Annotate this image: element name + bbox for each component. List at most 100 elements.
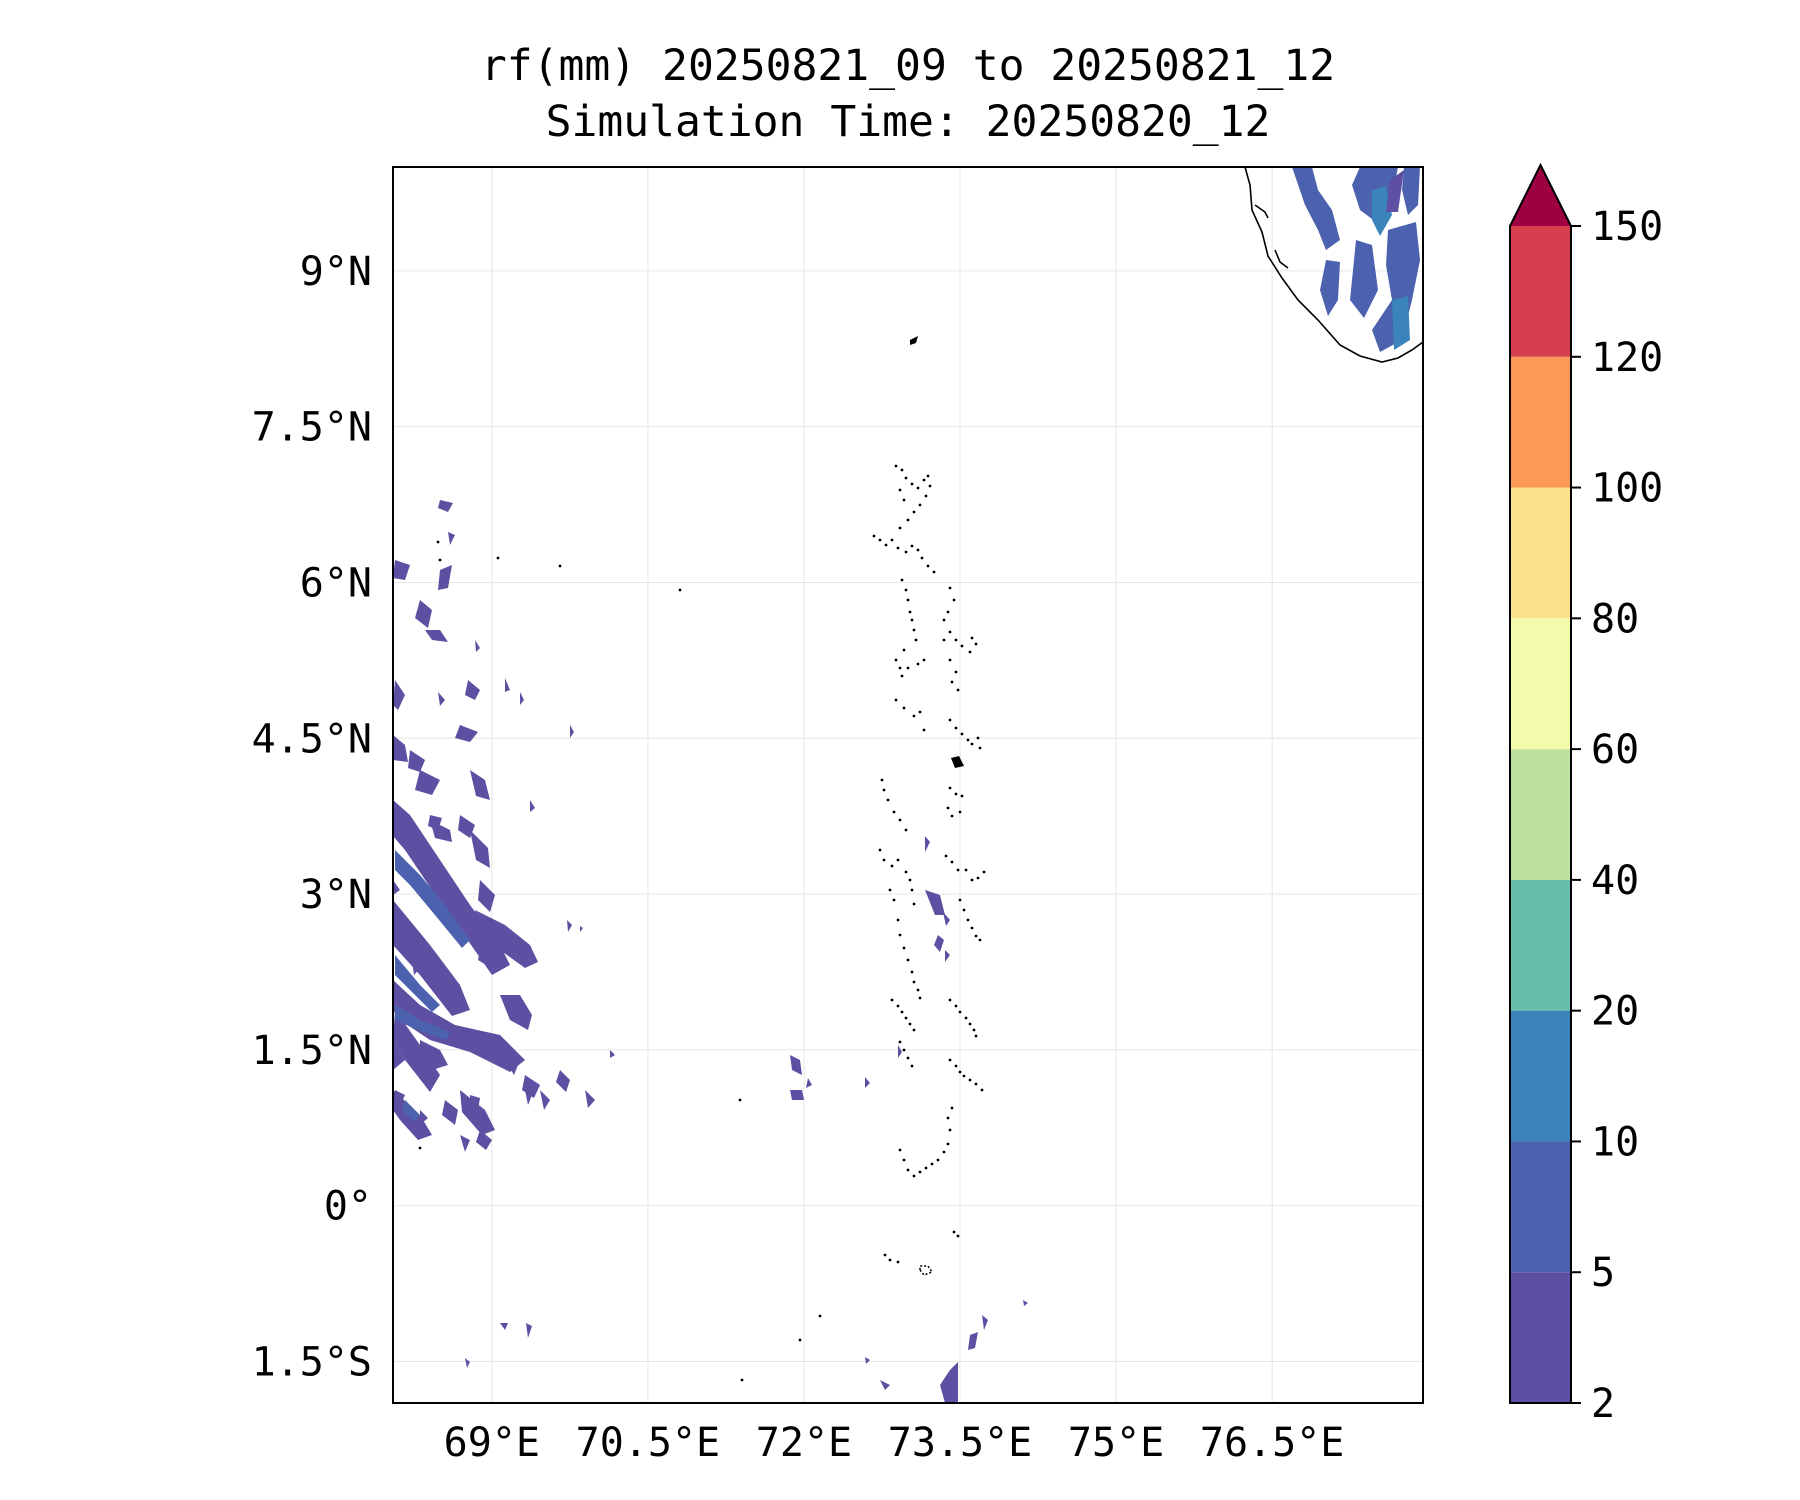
y-tick-label: 3°N: [300, 872, 372, 918]
atoll-dot: [902, 1158, 906, 1162]
atoll-dot: [910, 618, 914, 622]
atoll-dot: [892, 810, 896, 814]
atoll-dot: [912, 510, 916, 514]
atoll-dot: [948, 998, 952, 1002]
atoll-dot: [954, 670, 958, 674]
atoll-dot: [918, 1170, 922, 1174]
atoll-dot: [900, 578, 904, 582]
atoll-dot: [678, 588, 682, 592]
colorbar-segment: [1510, 1141, 1571, 1273]
atoll-dot: [896, 546, 900, 550]
atoll-dot: [958, 810, 962, 814]
atoll-dot: [948, 1128, 952, 1132]
atoll-dot: [964, 1016, 968, 1020]
atoll-dot: [922, 478, 926, 482]
atoll-dot: [910, 544, 914, 548]
atoll-dot: [946, 610, 950, 614]
atoll-dot: [740, 1378, 744, 1382]
y-tick-label: 6°N: [300, 560, 372, 606]
atoll-dot: [902, 946, 906, 950]
x-tick-label: 69°E: [444, 1420, 540, 1466]
atoll-dot: [958, 898, 962, 902]
atoll-dot: [906, 958, 910, 962]
atoll-dot: [906, 1168, 910, 1172]
colorbar-segment: [1510, 879, 1571, 1011]
atoll-dot: [964, 868, 968, 872]
atoll-dot: [496, 556, 500, 560]
colorbar-tick-label: 2: [1591, 1381, 1615, 1427]
atoll-dot: [930, 1162, 934, 1166]
atoll-dot: [886, 798, 890, 802]
colorbar-segment: [1510, 618, 1571, 750]
atoll-dot: [818, 1314, 822, 1318]
atoll-dot: [924, 494, 928, 498]
atoll-dot: [980, 1088, 984, 1092]
x-axis-ticks: 69°E 70.5°E 72°E 73.5°E 75°E 76.5°E: [444, 1420, 1345, 1466]
atoll-dot: [968, 1078, 972, 1082]
atoll-dot: [948, 586, 952, 590]
atoll-dot: [936, 1158, 940, 1162]
atoll-dot: [970, 878, 974, 882]
atoll-dot: [926, 564, 930, 568]
atoll-dot: [904, 828, 908, 832]
atoll-dot: [558, 564, 562, 568]
atoll-dot: [946, 1116, 950, 1120]
colorbar-tick-label: 20: [1591, 989, 1639, 1035]
atoll-dot: [954, 792, 958, 796]
atoll-dot: [948, 1058, 952, 1062]
atoll-dot: [918, 710, 922, 714]
atoll-dot: [954, 1004, 958, 1008]
atoll-dot: [976, 736, 980, 740]
atoll-dot: [894, 698, 898, 702]
atoll-dot: [882, 858, 886, 862]
y-tick-label: 7.5°N: [252, 405, 372, 451]
x-tick-label: 72°E: [756, 1420, 852, 1466]
atoll-dot: [970, 636, 974, 640]
atoll-dot: [916, 548, 920, 552]
atoll-dot: [910, 970, 914, 974]
atoll-dot: [900, 1010, 904, 1014]
atoll-dot: [906, 666, 910, 670]
atoll-dot: [960, 732, 964, 736]
atoll-dot: [902, 648, 906, 652]
colorbar-segment: [1510, 1272, 1571, 1403]
atoll-dot: [942, 1150, 946, 1154]
atoll-dot: [898, 526, 902, 530]
atoll-dot: [942, 618, 946, 622]
atoll-dot: [894, 464, 898, 468]
atoll-dot: [902, 1048, 906, 1052]
colorbar-segment: [1510, 226, 1571, 357]
atoll-dot: [974, 934, 978, 938]
atoll-dot: [898, 1040, 902, 1044]
atoll-dot: [948, 630, 952, 634]
atoll-dot: [968, 650, 972, 654]
atoll-dot: [974, 1082, 978, 1086]
colorbar-tick-label: 40: [1591, 858, 1639, 904]
atoll-dot: [912, 1028, 916, 1032]
atoll-dot: [970, 742, 974, 746]
atoll-dot: [898, 1148, 902, 1152]
colorbar-tick-label: 100: [1591, 466, 1663, 512]
y-tick-label: 9°N: [300, 249, 372, 295]
atoll-dot: [974, 1034, 978, 1038]
plot-background: [393, 167, 1423, 1403]
atoll-dot: [884, 543, 888, 547]
colorbar-segment: [1510, 356, 1571, 488]
atoll-dot: [920, 556, 924, 560]
atoll-dot: [738, 1098, 742, 1102]
colorbar-tick-label: 120: [1591, 335, 1663, 381]
atoll-dot: [956, 868, 960, 872]
atoll-dot: [890, 538, 894, 542]
atoll-dot: [894, 658, 898, 662]
rainfall-contours: [393, 167, 1423, 1403]
gridlines: [393, 167, 1423, 1403]
atoll-dot: [950, 680, 954, 684]
atoll-dot: [902, 498, 906, 502]
atoll-dot: [908, 1022, 912, 1026]
atoll-dot: [912, 1174, 916, 1178]
atoll-dot: [958, 1010, 962, 1014]
colorbar-tick-label: 80: [1591, 596, 1639, 642]
atoll-dot: [960, 794, 964, 798]
atoll-dot: [950, 860, 954, 864]
